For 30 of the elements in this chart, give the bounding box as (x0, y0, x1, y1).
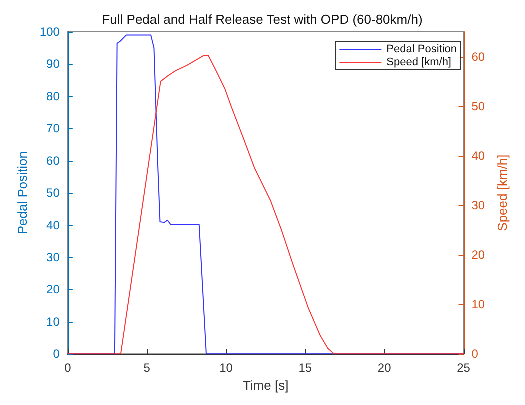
y-tick-label: 40 (46, 218, 60, 232)
y-axis-title: Pedal Position (15, 151, 30, 235)
legend-label: Pedal Position (386, 44, 458, 56)
x-tick-label: 20 (378, 361, 392, 376)
y2-tick-label: 30 (472, 198, 486, 212)
y-tick-label: 30 (46, 250, 60, 264)
y-tick-label: 60 (46, 154, 60, 168)
y2-tick-label: 60 (472, 50, 486, 64)
y2-axis-title: Speed [km/h] (495, 154, 510, 232)
y-tick-label: 80 (46, 89, 60, 104)
chart-title: Full Pedal and Half Release Test with OPD (60-80km/h) (102, 12, 423, 27)
y-tick-label: 100 (40, 25, 60, 39)
x-tick-label: 25 (457, 361, 471, 376)
y-tick-label: 90 (46, 57, 60, 72)
x-tick-label: 0 (64, 361, 72, 376)
x-tick-label: 15 (298, 361, 312, 376)
x-tick-label: 10 (220, 361, 234, 376)
legend-label: Speed [km/h] (386, 56, 452, 68)
y2-tick-label: 40 (472, 148, 486, 163)
y2-tick-label: 50 (472, 99, 486, 114)
y2-tick-label: 20 (472, 248, 486, 262)
y-tick-label: 0 (53, 347, 60, 362)
y-tick-label: 70 (46, 122, 60, 136)
y2-tick-label: 10 (472, 298, 486, 312)
y-tick-label: 50 (46, 186, 60, 200)
y-tick-label: 20 (46, 282, 60, 297)
y2-tick-label: 0 (472, 347, 479, 362)
x-tick-label: 5 (144, 361, 151, 376)
y-tick-label: 10 (46, 314, 60, 329)
x-axis-title: Time [s] (242, 378, 289, 393)
